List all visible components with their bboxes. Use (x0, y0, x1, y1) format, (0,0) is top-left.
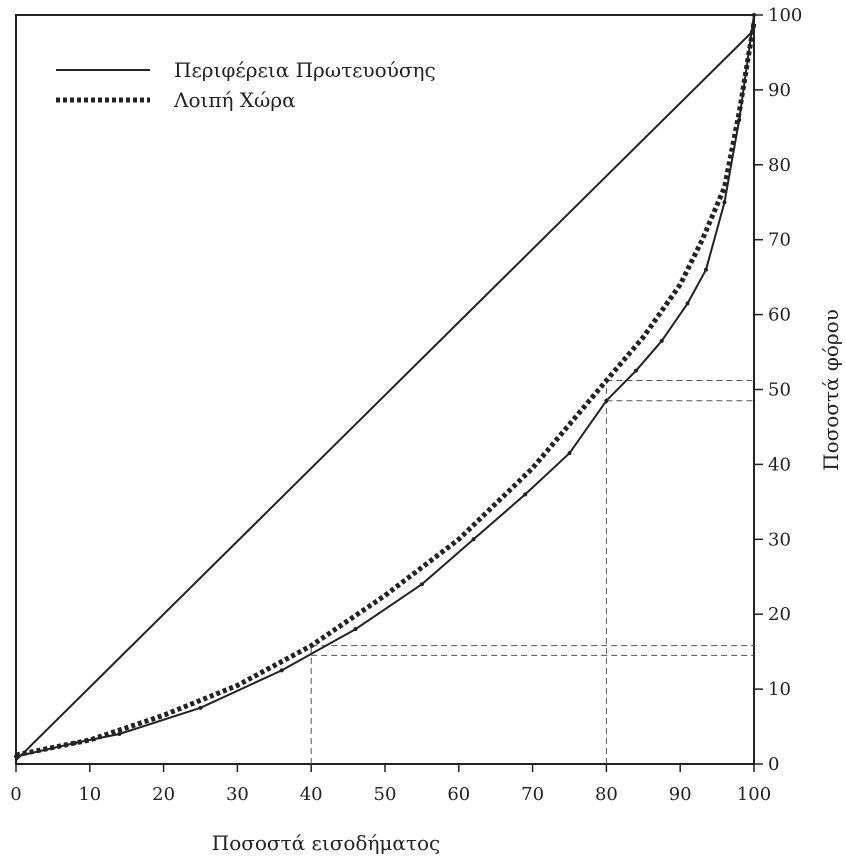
y-tick-label: 80 (768, 155, 791, 176)
series-point (752, 13, 756, 17)
series-point (604, 398, 609, 403)
y-tick-label: 90 (768, 80, 791, 101)
y-tick-label: 0 (768, 754, 779, 775)
series-point (633, 368, 638, 373)
series-point (198, 705, 203, 710)
y-tick-label: 30 (768, 529, 791, 550)
x-tick-label: 10 (78, 784, 101, 805)
x-tick-label: 90 (669, 784, 692, 805)
x-tick-label: 60 (447, 784, 470, 805)
equality-line (15, 29, 755, 762)
x-tick-label: 70 (521, 784, 544, 805)
x-tick-label: 100 (737, 784, 771, 805)
series-point (659, 338, 664, 343)
series-point (279, 668, 284, 673)
y-tick-label: 70 (768, 230, 791, 251)
series-point (419, 582, 424, 587)
x-axis-title: Ποσοστά εισοδήματος (212, 831, 441, 855)
legend-label: Περιφέρεια Πρωτευούσης (174, 58, 436, 82)
series-point (704, 267, 709, 272)
x-tick-label: 80 (595, 784, 618, 805)
x-tick-label: 0 (10, 784, 21, 805)
series-point (353, 627, 358, 632)
x-tick-label: 30 (226, 784, 249, 805)
legend-label: Λοιπή Χώρα (173, 88, 296, 112)
series-line-solid (15, 14, 755, 758)
y-tick-label: 50 (768, 380, 791, 401)
y-axis-title: Ποσοστά φόρου (819, 309, 843, 471)
series-point (117, 732, 122, 737)
series-point (567, 451, 572, 456)
series-line-dotted (15, 22, 757, 758)
series-point (722, 200, 727, 205)
y-tick-label: 60 (768, 305, 791, 326)
series-point (471, 537, 476, 542)
series-point (685, 301, 690, 306)
y-tick-label: 20 (768, 604, 791, 625)
y-tick-label: 100 (768, 5, 802, 26)
x-tick-label: 20 (152, 784, 175, 805)
y-tick-label: 40 (768, 454, 791, 475)
x-tick-label: 40 (300, 784, 323, 805)
y-tick-label: 10 (768, 679, 791, 700)
series-point (523, 492, 528, 497)
x-tick-label: 50 (374, 784, 397, 805)
